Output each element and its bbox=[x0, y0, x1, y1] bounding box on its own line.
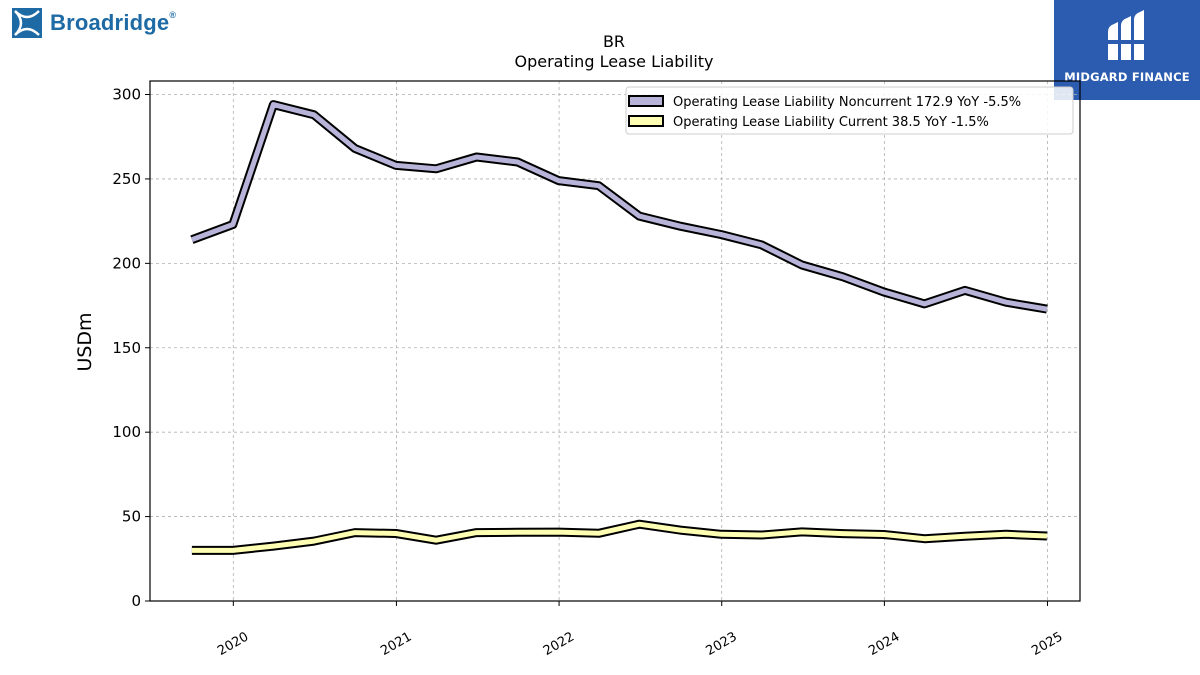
y-tick-label: 250 bbox=[112, 170, 141, 188]
x-tick-label: 2020 bbox=[215, 629, 251, 659]
y-tick-label: 200 bbox=[112, 254, 141, 272]
y-tick-label: 100 bbox=[112, 423, 141, 441]
chart-title: BR bbox=[602, 32, 626, 51]
midgard-finance-logo: MIDGARD FINANCE bbox=[1054, 0, 1200, 100]
y-tick-label: 50 bbox=[122, 508, 141, 526]
legend-label: Operating Lease Liability Noncurrent 172… bbox=[673, 95, 1021, 110]
series-outline bbox=[190, 100, 1048, 314]
midgard-logo-text: MIDGARD FINANCE bbox=[1064, 70, 1190, 84]
plot-frame bbox=[149, 80, 1081, 602]
legend-swatch bbox=[628, 115, 664, 127]
broadridge-logo-icon bbox=[12, 8, 42, 38]
x-tick-label: 2021 bbox=[378, 629, 414, 659]
chart-subtitle: Operating Lease Liability bbox=[514, 52, 714, 71]
legend-box bbox=[625, 86, 1074, 135]
series-core bbox=[191, 521, 1048, 553]
series-core bbox=[191, 102, 1048, 312]
x-tick-label: 2023 bbox=[704, 629, 740, 659]
y-tick-label: 0 bbox=[131, 592, 141, 610]
broadridge-logo-text: Broadridge® bbox=[50, 10, 177, 35]
broadridge-logo: Broadridge® bbox=[12, 6, 176, 40]
legend-swatch bbox=[628, 95, 664, 107]
series-line-noncurrent bbox=[190, 100, 1048, 314]
x-tick-label: 2022 bbox=[541, 629, 577, 659]
midgard-logo-icon bbox=[1106, 10, 1146, 60]
series-line-current bbox=[191, 519, 1048, 555]
y-axis-label: USDm bbox=[74, 312, 96, 371]
x-tick-label: 2024 bbox=[866, 629, 902, 659]
x-tick-label: 2025 bbox=[1029, 629, 1065, 659]
grid-layer bbox=[150, 81, 1080, 602]
series-layer bbox=[190, 100, 1048, 555]
y-tick-label: 300 bbox=[112, 86, 141, 104]
legend-label: Operating Lease Liability Current 38.5 Y… bbox=[673, 115, 989, 130]
y-tick-label: 150 bbox=[112, 339, 141, 357]
legend: Operating Lease Liability Noncurrent 172… bbox=[625, 86, 1074, 135]
